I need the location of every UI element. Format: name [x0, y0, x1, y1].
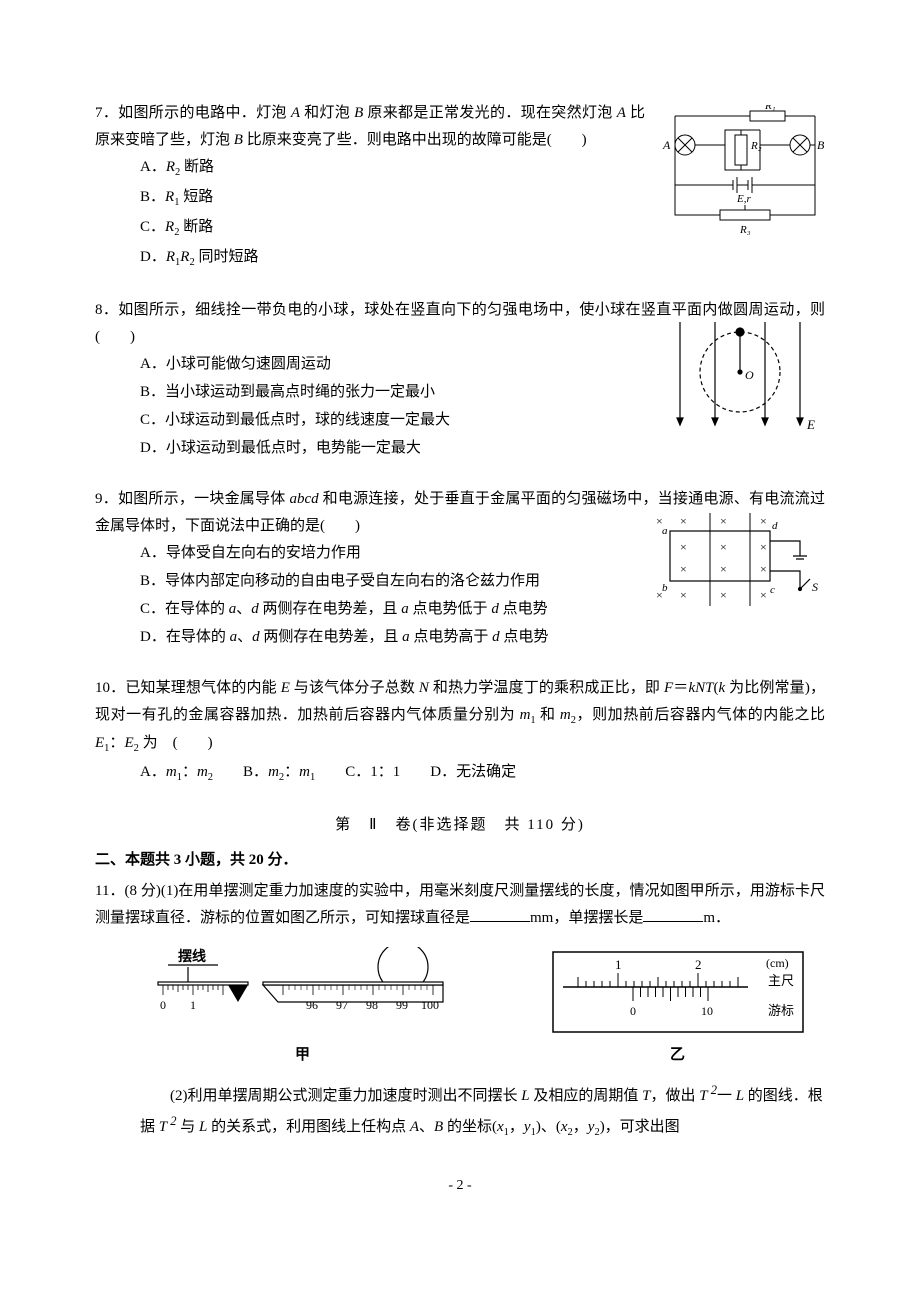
q7-label-r1: R₁ — [764, 105, 776, 112]
q8-field-diagram: O E — [665, 317, 825, 437]
svg-text:2: 2 — [695, 957, 702, 972]
question-11: 11．(8 分)(1)在用单摆测定重力加速度的实验中，用毫米刻度尺测量摆线的长度… — [95, 878, 825, 1143]
q11-part2: (2)利用单摆周期公式测定重力加速度时测出不同摆长 L 及相应的周期值 T，做出… — [95, 1079, 825, 1143]
q10-num: 10． — [95, 680, 125, 696]
q9-label-a: a — [662, 525, 668, 537]
svg-text:主尺: 主尺 — [768, 973, 794, 988]
q7-label-a: A — [662, 138, 671, 152]
svg-text:(cm): (cm) — [766, 956, 789, 970]
q9-option-b: B．导体内部定向移动的自由电子受自左向右的洛仑兹力作用 — [140, 568, 645, 595]
q7-label-r2: R₂ — [750, 140, 762, 152]
q9-conductor-diagram: ××× ××× ××× ××× ×× a d b c S — [650, 511, 825, 616]
q8-label-e: E — [806, 417, 815, 432]
svg-text:96: 96 — [306, 998, 318, 1012]
svg-text:×: × — [720, 588, 727, 602]
q7-num: 7． — [95, 105, 118, 121]
q10-stem: 10．已知某理想气体的内能 E 与该气体分子总数 N 和热力学温度丁的乘积成正比… — [95, 675, 825, 760]
q11-blank-1[interactable] — [470, 907, 530, 922]
q10-option-b: B．m2：m1 — [243, 759, 315, 788]
q7-label-er: E,r — [736, 193, 751, 205]
question-9: ××× ××× ××× ××× ×× a d b c S 9．如图所示，一块金属… — [95, 486, 825, 651]
section-2-heading: 二、本题共 3 小题，共 20 分． — [95, 847, 825, 874]
q11-fig-b-label: 乙 — [548, 1042, 808, 1069]
q9-label-d: d — [772, 520, 778, 532]
svg-text:×: × — [760, 514, 767, 528]
svg-text:×: × — [680, 540, 687, 554]
svg-text:游标: 游标 — [768, 1003, 794, 1018]
q10-option-c: C．1：1 — [345, 759, 400, 788]
svg-text:10: 10 — [701, 1004, 713, 1018]
q10-option-d: D．无法确定 — [430, 759, 516, 788]
svg-text:×: × — [760, 562, 767, 576]
q10-option-a: A．m1：m2 — [140, 759, 213, 788]
question-8: O E 8．如图所示，细线拴一带负电的小球，球处在竖直向下的匀强电场中，使小球在… — [95, 297, 825, 462]
q9-option-d: D．在导体的 a、d 两侧存在电势差，且 a 点电势高于 d 点电势 — [140, 624, 645, 651]
q11-figure-a: 摆线 0 1 — [153, 947, 453, 1069]
svg-text:×: × — [760, 588, 767, 602]
q11-fig-a-label: 甲 — [153, 1042, 453, 1069]
svg-text:99: 99 — [396, 998, 408, 1012]
svg-text:97: 97 — [336, 998, 348, 1012]
question-7: R₁ A R₂ B E,r R₃ 7．如图所示的电路中．灯泡 A 和灯泡 B 原… — [95, 100, 825, 273]
q9-num: 9． — [95, 491, 118, 507]
svg-text:×: × — [680, 514, 687, 528]
q9-option-c: C．在导体的 a、d 两侧存在电势差，且 a 点电势低于 d 点电势 — [140, 596, 645, 623]
svg-text:1: 1 — [615, 957, 622, 972]
q9-label-s: S — [812, 580, 818, 594]
q9-label-c: c — [770, 584, 775, 596]
svg-text:0: 0 — [160, 998, 166, 1012]
svg-text:0: 0 — [630, 1004, 636, 1018]
q7-label-b: B — [817, 138, 825, 152]
svg-text:×: × — [720, 540, 727, 554]
q9-label-b: b — [662, 582, 668, 594]
q7-label-r3: R₃ — [739, 224, 751, 235]
q11-num: 11． — [95, 883, 125, 899]
q8-option-d: D．小球运动到最低点时，电势能一定最大 — [140, 435, 825, 462]
svg-text:98: 98 — [366, 998, 378, 1012]
q7-option-d: D．R1R2 同时短路 — [140, 244, 825, 273]
svg-text:×: × — [680, 588, 687, 602]
svg-text:100: 100 — [421, 998, 439, 1012]
svg-text:×: × — [680, 562, 687, 576]
svg-text:×: × — [720, 514, 727, 528]
question-10: 10．已知某理想气体的内能 E 与该气体分子总数 N 和热力学温度丁的乘积成正比… — [95, 675, 825, 789]
q11-figure-b: 1 2 (cm) 主尺 0 10 游标 乙 — [548, 947, 808, 1069]
svg-text:×: × — [720, 562, 727, 576]
q11-figures: 摆线 0 1 — [135, 947, 825, 1069]
svg-text:×: × — [760, 540, 767, 554]
svg-text:摆线: 摆线 — [178, 948, 206, 965]
svg-text:1: 1 — [190, 998, 196, 1012]
q10-options: A．m1：m2 B．m2：m1 C．1：1 D．无法确定 — [95, 759, 825, 788]
page-number: - 2 - — [95, 1173, 825, 1198]
q11-blank-2[interactable] — [643, 907, 703, 922]
q11-stem: 11．(8 分)(1)在用单摆测定重力加速度的实验中，用毫米刻度尺测量摆线的长度… — [95, 878, 825, 932]
q8-num: 8． — [95, 302, 118, 318]
q8-label-o: O — [745, 368, 754, 382]
section-2-title: 第 Ⅱ 卷(非选择题 共 110 分) — [95, 812, 825, 839]
q7-circuit-diagram: R₁ A R₂ B E,r R₃ — [655, 105, 825, 235]
q9-option-a: A．导体受自左向右的安培力作用 — [140, 540, 645, 567]
